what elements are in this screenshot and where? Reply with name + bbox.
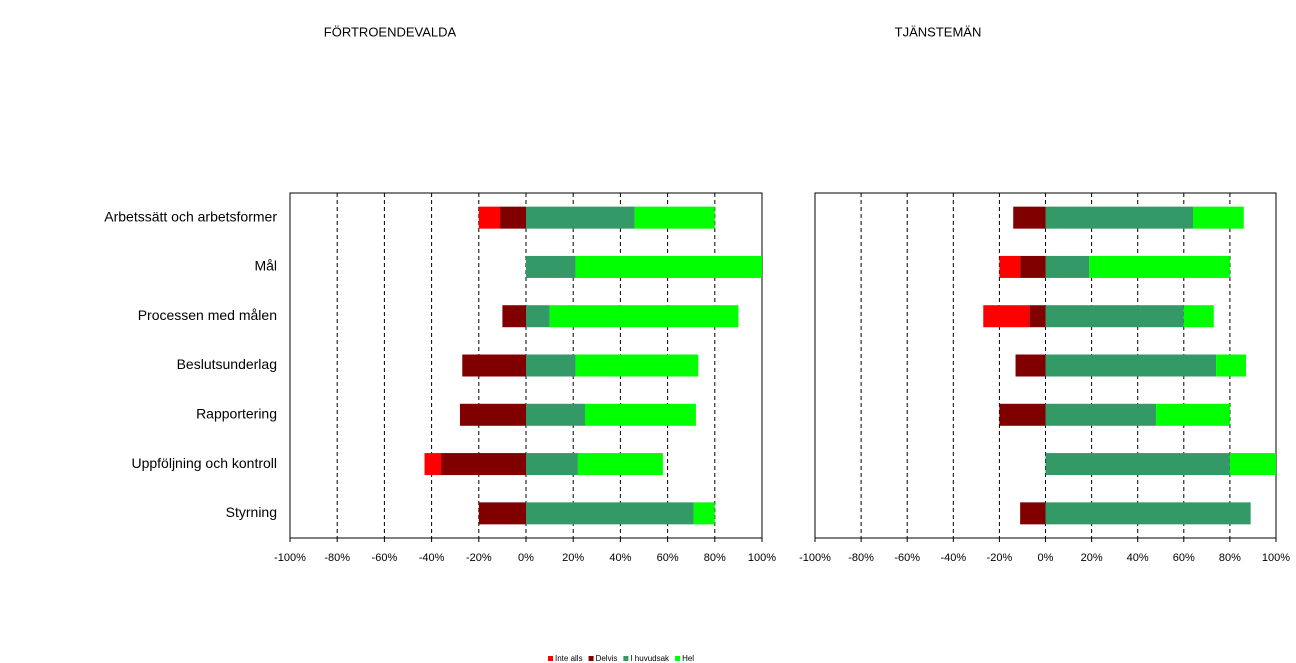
legend-label: I huvudsak (630, 654, 670, 663)
bar-segment (575, 255, 762, 278)
chart-title: TJÄNSTEMÄN (895, 24, 982, 39)
bar-segment (1029, 305, 1046, 328)
y-tick-label: Mål (254, 258, 277, 274)
bar-segment (1183, 305, 1214, 328)
x-tick-label: 80% (704, 552, 726, 564)
bar-segment (999, 403, 1046, 426)
bar-segment (526, 502, 694, 525)
bar-segment (1020, 255, 1046, 278)
x-tick-label: -80% (848, 552, 874, 564)
x-tick-label: 40% (1127, 552, 1149, 564)
legend-label: Hel (682, 654, 694, 663)
x-tick-label: 20% (562, 552, 584, 564)
bar-segment (1015, 354, 1046, 377)
bar-segment (1045, 354, 1217, 377)
x-tick-label: -40% (940, 552, 966, 564)
bar-segment (526, 206, 635, 229)
chart-title: FÖRTROENDEVALDA (324, 24, 457, 39)
bar-segment (526, 255, 576, 278)
legend-label: Delvis (596, 654, 618, 663)
bar-segment (1045, 453, 1230, 476)
bar-segment (526, 403, 585, 426)
bar-segment (1013, 206, 1046, 229)
bar-segment (575, 354, 699, 377)
x-tick-label: 0% (518, 552, 534, 564)
bar-segment (1045, 206, 1194, 229)
x-tick-label: -80% (324, 552, 350, 564)
y-tick-label: Arbetssätt och arbetsformer (104, 208, 277, 224)
bar-segment (1045, 305, 1184, 328)
x-tick-label: -100% (274, 552, 306, 564)
bar-segment (1020, 502, 1046, 525)
x-tick-label: 60% (657, 552, 679, 564)
x-tick-label: 80% (1219, 552, 1241, 564)
bar-segment (1193, 206, 1244, 229)
x-tick-label: 60% (1173, 552, 1195, 564)
bar-segment (526, 305, 550, 328)
x-tick-label: -20% (466, 552, 492, 564)
bar-segment (983, 305, 1030, 328)
legend-swatch (675, 656, 681, 661)
bar-segment (459, 403, 526, 426)
bar-segment (478, 502, 526, 525)
bar-segment (502, 305, 526, 328)
legend-swatch (588, 656, 594, 661)
bar-segment (462, 354, 526, 377)
bar-segment (1229, 453, 1276, 476)
bar-segment (999, 255, 1021, 278)
x-tick-label: -60% (894, 552, 920, 564)
y-tick-label: Beslutsunderlag (177, 356, 277, 372)
x-tick-label: 20% (1081, 552, 1103, 564)
bar-segment (577, 453, 663, 476)
x-tick-label: 100% (1262, 552, 1290, 564)
x-tick-label: -60% (372, 552, 398, 564)
bar-segment (526, 453, 578, 476)
y-tick-label: Processen med målen (138, 307, 277, 323)
bar-segment (441, 453, 526, 476)
legend-swatch (548, 656, 553, 661)
bar-segment (549, 305, 739, 328)
bar-segment (1045, 403, 1157, 426)
bar-segment (1045, 502, 1251, 525)
bar-segment (1045, 255, 1090, 278)
x-tick-label: -100% (799, 552, 831, 564)
bar-segment (1156, 403, 1230, 426)
x-tick-label: 0% (1038, 552, 1054, 564)
y-tick-label: Rapportering (196, 405, 277, 421)
legend-swatch (623, 656, 629, 661)
legend-label: Inte alls (555, 654, 583, 663)
bar-segment (478, 206, 501, 229)
bar-segment (585, 403, 696, 426)
bar-segment (693, 502, 715, 525)
y-tick-label: Uppföljning och kontroll (131, 455, 277, 471)
x-tick-label: 100% (748, 552, 776, 564)
bar-segment (424, 453, 442, 476)
bar-segment (1089, 255, 1230, 278)
x-tick-label: -40% (419, 552, 445, 564)
x-tick-label: -20% (987, 552, 1013, 564)
bar-segment (634, 206, 715, 229)
bar-segment (526, 354, 576, 377)
x-tick-label: 40% (609, 552, 631, 564)
bar-segment (1216, 354, 1247, 377)
y-tick-label: Styrning (226, 504, 277, 520)
bar-segment (500, 206, 526, 229)
